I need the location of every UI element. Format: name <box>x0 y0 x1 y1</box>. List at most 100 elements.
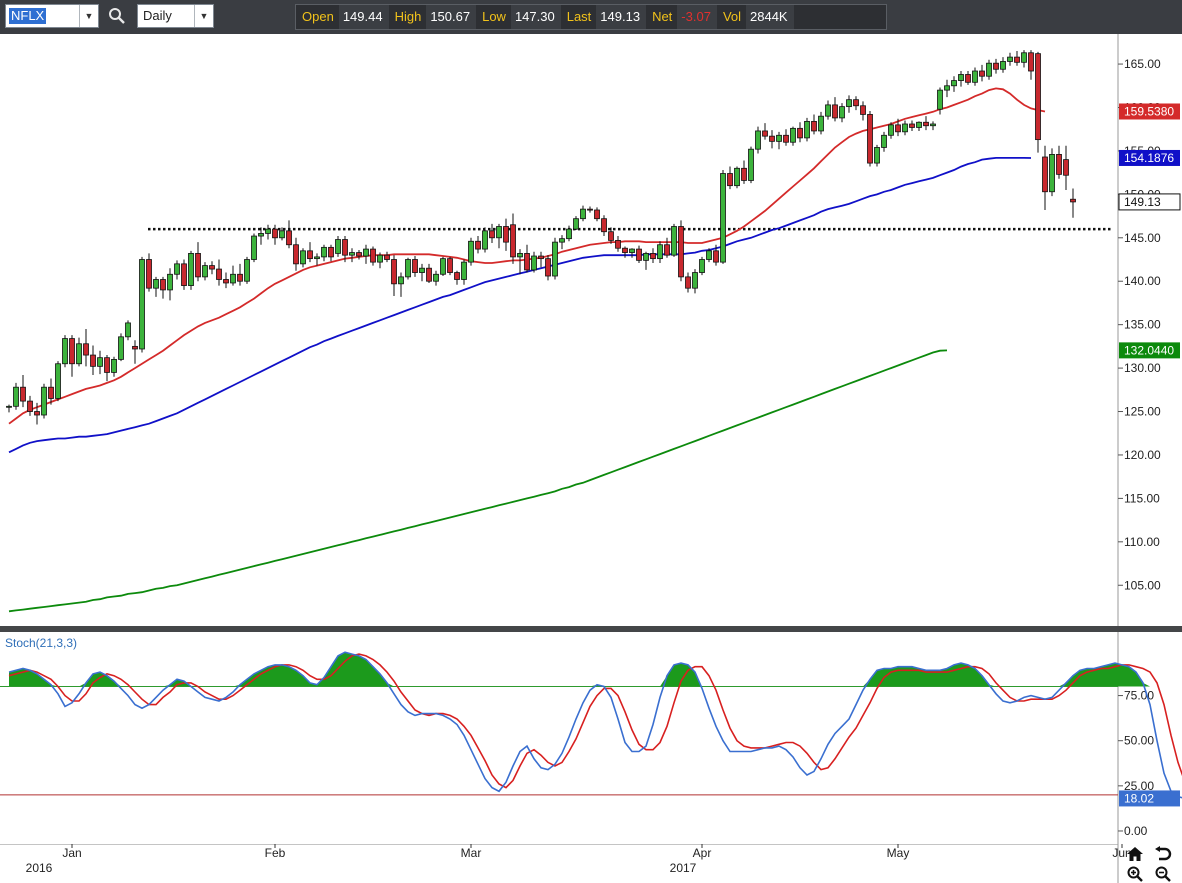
candle-up <box>55 363 61 399</box>
price-chart[interactable]: 105.00 110.00 115.00 120.00 125.00 130.00 135.… <box>0 34 1182 626</box>
candle-up <box>573 218 579 230</box>
price-axis-label: 120.00 <box>1124 448 1161 462</box>
candle-down <box>965 74 971 83</box>
quote-high-label: High <box>394 9 422 24</box>
quote-high-value: 150.67 <box>426 5 477 29</box>
quote-strip: Open 149.44 High 150.67 Low 147.30 Last … <box>295 4 887 30</box>
candle-down <box>20 386 26 402</box>
candle-down <box>650 253 656 260</box>
price-axis-label: 140.00 <box>1124 274 1161 288</box>
candle-down <box>797 127 803 139</box>
candle-down <box>328 246 334 258</box>
candle-down <box>447 258 453 273</box>
price-axis-label: 110.00 <box>1124 535 1160 549</box>
candle-up <box>300 250 306 265</box>
quote-net-label: Net <box>652 9 673 24</box>
candle-up <box>930 123 936 127</box>
candle-up <box>944 85 950 91</box>
quote-open-label: Open <box>302 9 334 24</box>
symbol-dropdown-button[interactable]: ▼ <box>79 5 98 27</box>
candle-down <box>69 338 75 365</box>
candle-down <box>412 259 418 273</box>
candle-down <box>27 400 33 412</box>
candle-down <box>601 218 607 233</box>
quote-vol-label: Vol <box>722 9 742 24</box>
candle-up <box>258 233 264 237</box>
candle-up <box>6 405 12 408</box>
month-label: Jan <box>62 846 81 860</box>
candle-up <box>972 70 978 83</box>
price-axis-label: 135.00 <box>1124 318 1161 332</box>
home-button[interactable] <box>1124 844 1146 864</box>
candle-up <box>748 148 754 181</box>
candle-up <box>937 89 943 110</box>
candle-down <box>454 272 460 280</box>
candle-up <box>496 226 502 239</box>
price-badge <box>1119 103 1180 120</box>
symbol-input[interactable]: NFLX ▼ <box>5 4 99 28</box>
symbol-text[interactable]: NFLX <box>9 8 47 24</box>
candle-up <box>671 226 677 256</box>
candle-up <box>377 254 383 263</box>
month-label: Feb <box>265 846 286 860</box>
candle-down <box>286 230 292 246</box>
candle-up <box>363 248 369 257</box>
candle-up <box>62 338 68 365</box>
stoch-badge <box>1119 790 1180 807</box>
candle-down <box>587 208 593 211</box>
panel-divider[interactable] <box>0 626 1182 632</box>
candle-up <box>552 241 558 277</box>
stoch-axis-label: 25.00 <box>1124 779 1154 793</box>
candle-up <box>986 62 992 77</box>
zoom-out-icon <box>1155 866 1171 882</box>
price-badge-label: 149.13 <box>1124 195 1161 209</box>
search-icon <box>109 8 125 24</box>
candle-up <box>167 273 173 291</box>
candle-down <box>811 120 817 132</box>
quote-low-value: 147.30 <box>510 5 561 29</box>
candle-up <box>580 208 586 220</box>
quote-vol-value: 2844K <box>746 5 794 29</box>
period-select[interactable]: Daily ▼ <box>137 4 214 28</box>
period-dropdown-button[interactable]: ▼ <box>194 5 213 27</box>
candle-down <box>1028 52 1034 72</box>
month-label: Jun <box>1112 846 1131 860</box>
candle-up <box>902 123 908 133</box>
candle-down <box>384 254 390 260</box>
candle-up <box>279 230 285 239</box>
undo-button[interactable] <box>1152 844 1174 864</box>
stoch-chart[interactable]: 0.00 25.00 50.00 75.00 Stoch(21,3,3) 18.02 <box>0 632 1182 844</box>
zoom-in-icon <box>1127 866 1143 882</box>
candle-down <box>923 121 929 127</box>
candle-down <box>993 62 999 70</box>
candle-down <box>342 239 348 256</box>
price-axis-label: 165.00 <box>1124 57 1161 71</box>
candle-down <box>370 248 376 263</box>
candle-up <box>531 255 537 271</box>
price-badge <box>1119 342 1180 359</box>
candle-up <box>888 124 894 136</box>
candle-down <box>783 134 789 143</box>
candle-down <box>762 130 768 137</box>
candle-down <box>524 253 530 271</box>
candle-up <box>559 238 565 243</box>
candle-up <box>314 256 320 260</box>
candle-up <box>566 228 572 240</box>
candle-up <box>692 272 698 289</box>
candle-down <box>237 273 243 282</box>
candle-up <box>398 276 404 285</box>
zoom-in-button[interactable] <box>1124 864 1146 883</box>
candle-down <box>83 343 89 356</box>
search-button[interactable] <box>104 5 130 27</box>
candle-up <box>825 104 831 117</box>
zoom-out-button[interactable] <box>1152 864 1174 883</box>
candle-up <box>265 228 271 234</box>
candle-up <box>251 235 257 260</box>
candle-down <box>615 239 621 249</box>
quote-low-label: Low <box>482 9 506 24</box>
candle-down <box>104 357 110 373</box>
candle-up <box>958 74 964 81</box>
candle-up <box>188 253 194 286</box>
candle-up <box>916 121 922 128</box>
candle-down <box>475 240 481 250</box>
